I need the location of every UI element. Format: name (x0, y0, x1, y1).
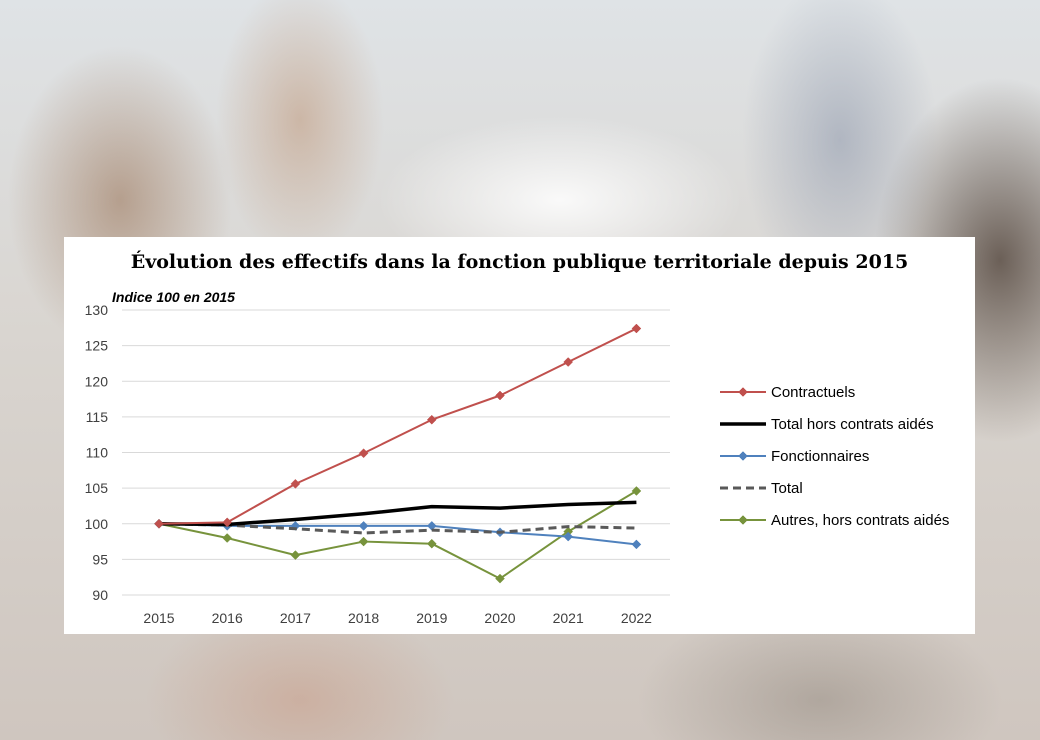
legend-marker (738, 387, 748, 397)
series-line-autres-hors-contrats-aides (158, 490, 637, 580)
legend-marker (738, 515, 748, 525)
legend-label: Total hors contrats aidés (771, 416, 934, 433)
data-point-fonctionnaires (358, 521, 369, 531)
series-line-total (158, 522, 637, 535)
y-tick-label: 110 (86, 445, 109, 461)
data-point-autres-hors-contrats-aides (495, 573, 505, 584)
legend-label: Autres, hors contrats aidés (771, 512, 949, 529)
x-tick-label: 2021 (553, 610, 584, 626)
x-tick-label: 2018 (348, 610, 379, 626)
legend-label: Total (771, 480, 803, 497)
data-point-autres-hors-contrats-aides (631, 486, 642, 496)
x-tick-label: 2016 (212, 610, 243, 626)
data-point-autres-hors-contrats-aides (290, 550, 301, 560)
y-tick-label: 130 (85, 302, 109, 318)
series-line-total-hors-contrats-aides (158, 500, 637, 527)
legend-label: Contractuels (771, 384, 855, 401)
y-tick-label: 125 (85, 338, 109, 354)
x-tick-label: 2015 (143, 610, 174, 626)
series-line-contractuels (158, 327, 637, 525)
data-point-fonctionnaires (631, 539, 642, 550)
legend-marker (738, 451, 748, 461)
x-tick-label: 2017 (280, 610, 311, 626)
chart-title: Évolution des effectifs dans la fonction… (130, 251, 909, 273)
data-point-autres-hors-contrats-aides (222, 533, 233, 543)
line-chart: 90 95 100 105 110 115 120 125 130 2015 2016 2017 201… (85, 302, 950, 626)
x-tick-label: 2020 (484, 610, 515, 626)
x-tick-label: 2022 (621, 610, 652, 626)
data-point-contractuels (495, 390, 505, 401)
x-tick-label: 2019 (416, 610, 447, 626)
data-point-contractuels (631, 323, 642, 334)
data-point-contractuels (426, 414, 437, 425)
data-point-contractuels (563, 357, 574, 367)
data-point-contractuels (154, 518, 164, 529)
data-point-autres-hors-contrats-aides (426, 538, 437, 549)
legend-label: Fonctionnaires (771, 448, 869, 465)
data-point-contractuels (290, 478, 301, 489)
chart-card: Évolution des effectifs dans la fonction… (64, 237, 975, 634)
y-tick-label: 115 (86, 409, 109, 425)
data-point-contractuels (358, 448, 369, 459)
y-tick-label: 95 (92, 551, 108, 567)
chart-subtitle: Indice 100 en 2015 (112, 289, 235, 305)
y-tick-label: 90 (92, 587, 108, 603)
y-tick-label: 105 (85, 480, 109, 496)
data-point-contractuels (222, 517, 233, 528)
y-tick-label: 100 (85, 516, 109, 532)
y-tick-label: 120 (85, 373, 109, 389)
data-point-fonctionnaires (563, 531, 574, 542)
data-point-autres-hors-contrats-aides (358, 536, 369, 547)
